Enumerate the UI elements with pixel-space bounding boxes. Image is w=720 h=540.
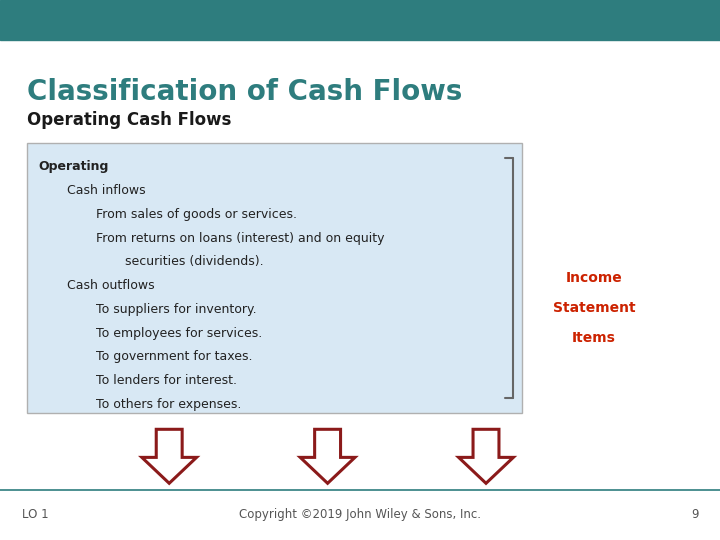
Text: LO 1: LO 1 [22,508,48,522]
Text: To employees for services.: To employees for services. [96,327,262,340]
Text: To lenders for interest.: To lenders for interest. [96,374,237,387]
Text: Cash outflows: Cash outflows [67,279,155,292]
Text: To others for expenses.: To others for expenses. [96,398,241,411]
Text: securities (dividends).: securities (dividends). [125,255,264,268]
Bar [27,143,522,413]
Text: Income: Income [566,271,622,285]
Text: Classification of Cash Flows: Classification of Cash Flows [27,78,463,106]
Text: From sales of goods or services.: From sales of goods or services. [96,208,297,221]
Text: From returns on loans (interest) and on equity: From returns on loans (interest) and on … [96,232,384,245]
Bar [0,0,720,40]
Text: Operating: Operating [38,160,109,173]
Text: 9: 9 [691,508,698,522]
Text: Items: Items [572,330,616,345]
Text: Copyright ©2019 John Wiley & Sons, Inc.: Copyright ©2019 John Wiley & Sons, Inc. [239,508,481,522]
Text: Operating Cash Flows: Operating Cash Flows [27,111,232,129]
Text: Statement: Statement [553,301,635,315]
Text: To government for taxes.: To government for taxes. [96,350,252,363]
Text: Cash inflows: Cash inflows [67,184,145,197]
Text: To suppliers for inventory.: To suppliers for inventory. [96,303,256,316]
